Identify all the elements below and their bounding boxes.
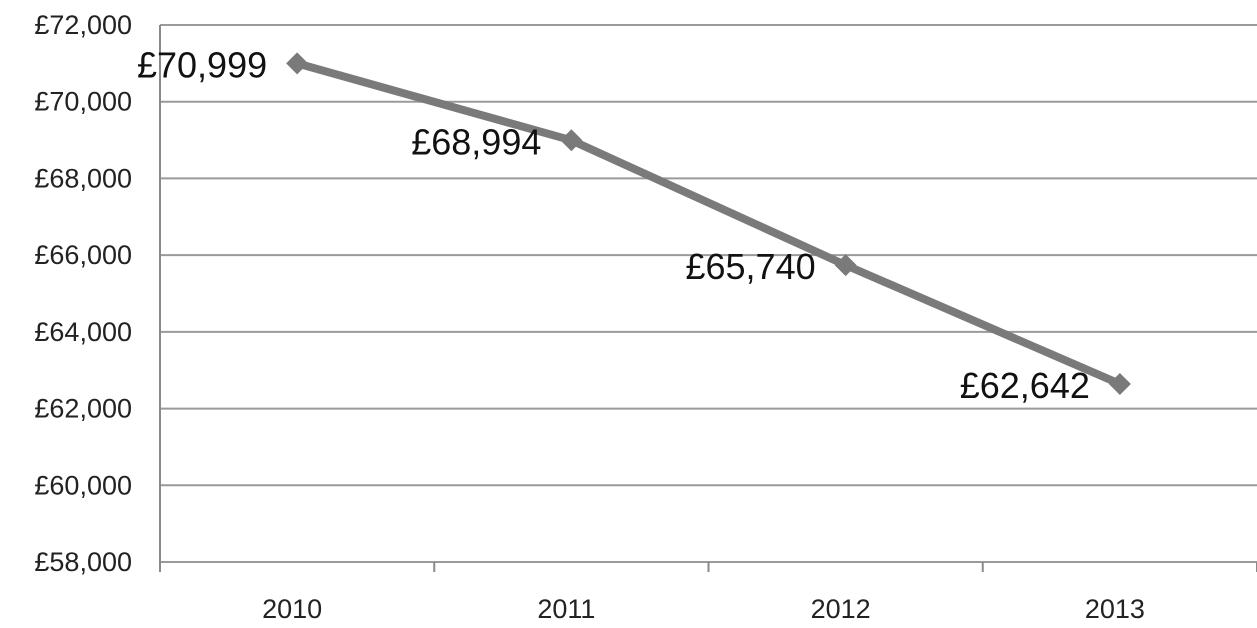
y-tick-label: £68,000 [34, 163, 132, 193]
gridlines [159, 24, 1257, 572]
series [286, 52, 1131, 395]
series-line [293, 59, 1124, 388]
x-tick-label-2012: 2012 [811, 594, 871, 624]
data-labels: £70,999 £68,994 £65,740 £62,642 [137, 44, 1090, 406]
y-tick-label: £58,000 [34, 547, 132, 577]
data-label-2013: £62,642 [960, 365, 1090, 406]
data-point-2012 [834, 254, 857, 277]
data-point-2013 [1108, 372, 1131, 395]
y-tick-label: £62,000 [34, 394, 132, 424]
y-tick-label: £66,000 [34, 240, 132, 270]
data-point-2010 [286, 52, 309, 75]
data-label-2011: £68,994 [411, 121, 541, 162]
data-label-2012: £65,740 [685, 246, 815, 287]
data-point-2011 [560, 129, 583, 152]
x-tick-label-2010: 2010 [262, 594, 322, 624]
x-tick-label-2011: 2011 [537, 594, 595, 624]
y-tick-label: £72,000 [34, 10, 132, 40]
data-label-2010: £70,999 [137, 44, 267, 85]
y-tick-label: £60,000 [34, 470, 132, 500]
x-tick-label-2013: 2013 [1085, 594, 1145, 624]
y-axis-tick-labels: £58,000 £60,000 £62,000 £64,000 £66,000 £68,0… [34, 10, 132, 577]
y-tick-label: £70,000 [34, 87, 132, 117]
x-axis-tick-labels: 2010 2011 2012 2013 [262, 594, 1145, 624]
y-tick-label: £64,000 [34, 317, 132, 347]
